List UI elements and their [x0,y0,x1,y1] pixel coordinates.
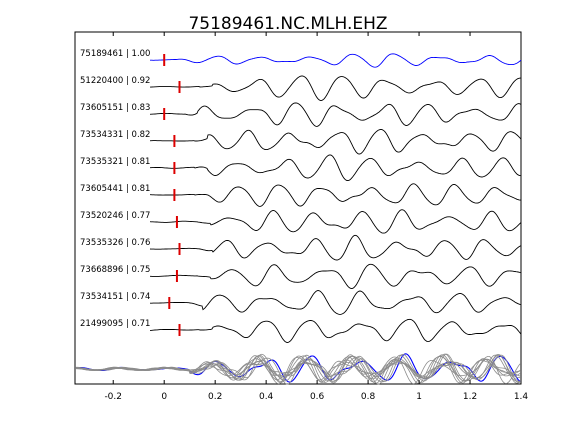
waveform-trace [150,154,522,182]
waveform-trace [150,318,522,343]
plot-frame [74,31,522,385]
x-axis: -0.2 0 0.2 0.4 0.6 0.8 1 1.2 1.4 [104,32,528,402]
stacked-trace [75,355,521,385]
x-tick-label: 1.2 [463,392,477,402]
waveform-trace [150,183,521,207]
waveform-trace [150,290,522,315]
trace-label: 73605441 | 0.81 [80,184,150,194]
x-tick-label: 0.2 [208,392,222,402]
waveform-trace [149,234,522,261]
chart-title: 75189461.NC.MLH.EHZ [188,14,387,34]
waveform-trace [150,75,521,101]
x-tick-label: -0.2 [104,392,122,402]
x-tick-label: 0.4 [259,392,274,402]
x-tick-label: 0.6 [310,392,325,402]
x-tick-label: 0.8 [361,392,376,402]
trace-label: 51220400 | 0.92 [80,76,150,86]
waveform-trace [149,209,522,234]
trace-label: 73534331 | 0.82 [80,130,150,140]
trace-label: 73534151 | 0.74 [80,292,150,302]
stacked-traces [75,353,521,385]
waveform-trace [150,53,522,68]
trace-label: 73668896 | 0.75 [80,265,150,275]
trace-label: 73520246 | 0.77 [80,211,150,221]
trace-label: 75189461 | 1.00 [80,49,150,59]
trace-label: 21499095 | 0.71 [80,319,150,329]
trace-label: 73605151 | 0.83 [80,103,150,113]
waveform-trace [150,263,522,289]
trace-group: 75189461 | 1.00 51220400 | 0.92 73605151 |… [80,49,522,343]
x-tick-label: 0 [161,392,167,402]
stacked-trace [75,353,521,383]
waveform-trace [149,129,522,155]
x-tick-label: 1.4 [514,392,529,402]
stacked-trace [75,355,521,385]
waveform-trace [149,102,522,127]
trace-label: 73535321 | 0.81 [80,157,150,167]
trace-label: 73535326 | 0.76 [80,238,150,248]
x-tick-label: 1 [416,392,422,402]
